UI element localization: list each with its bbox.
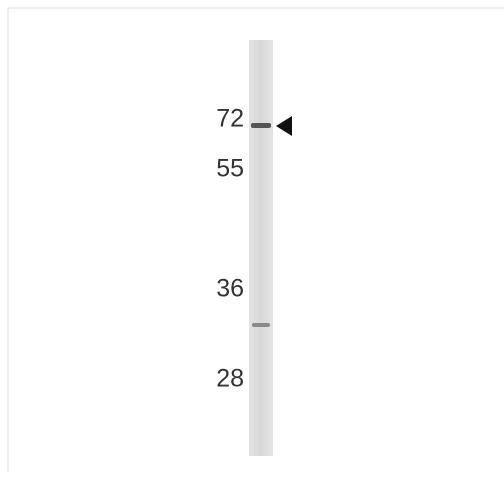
marker-label: 36 xyxy=(216,275,244,303)
blot-figure: 72 55 36 28 xyxy=(0,0,504,478)
band-minor xyxy=(252,323,270,327)
marker-label: 72 xyxy=(216,105,244,133)
blot-image: 72 55 36 28 xyxy=(0,0,504,478)
band-arrow xyxy=(276,116,292,136)
marker-label: 55 xyxy=(216,155,244,183)
lane xyxy=(249,40,273,456)
marker-label: 28 xyxy=(216,365,244,393)
band-main xyxy=(251,123,271,128)
